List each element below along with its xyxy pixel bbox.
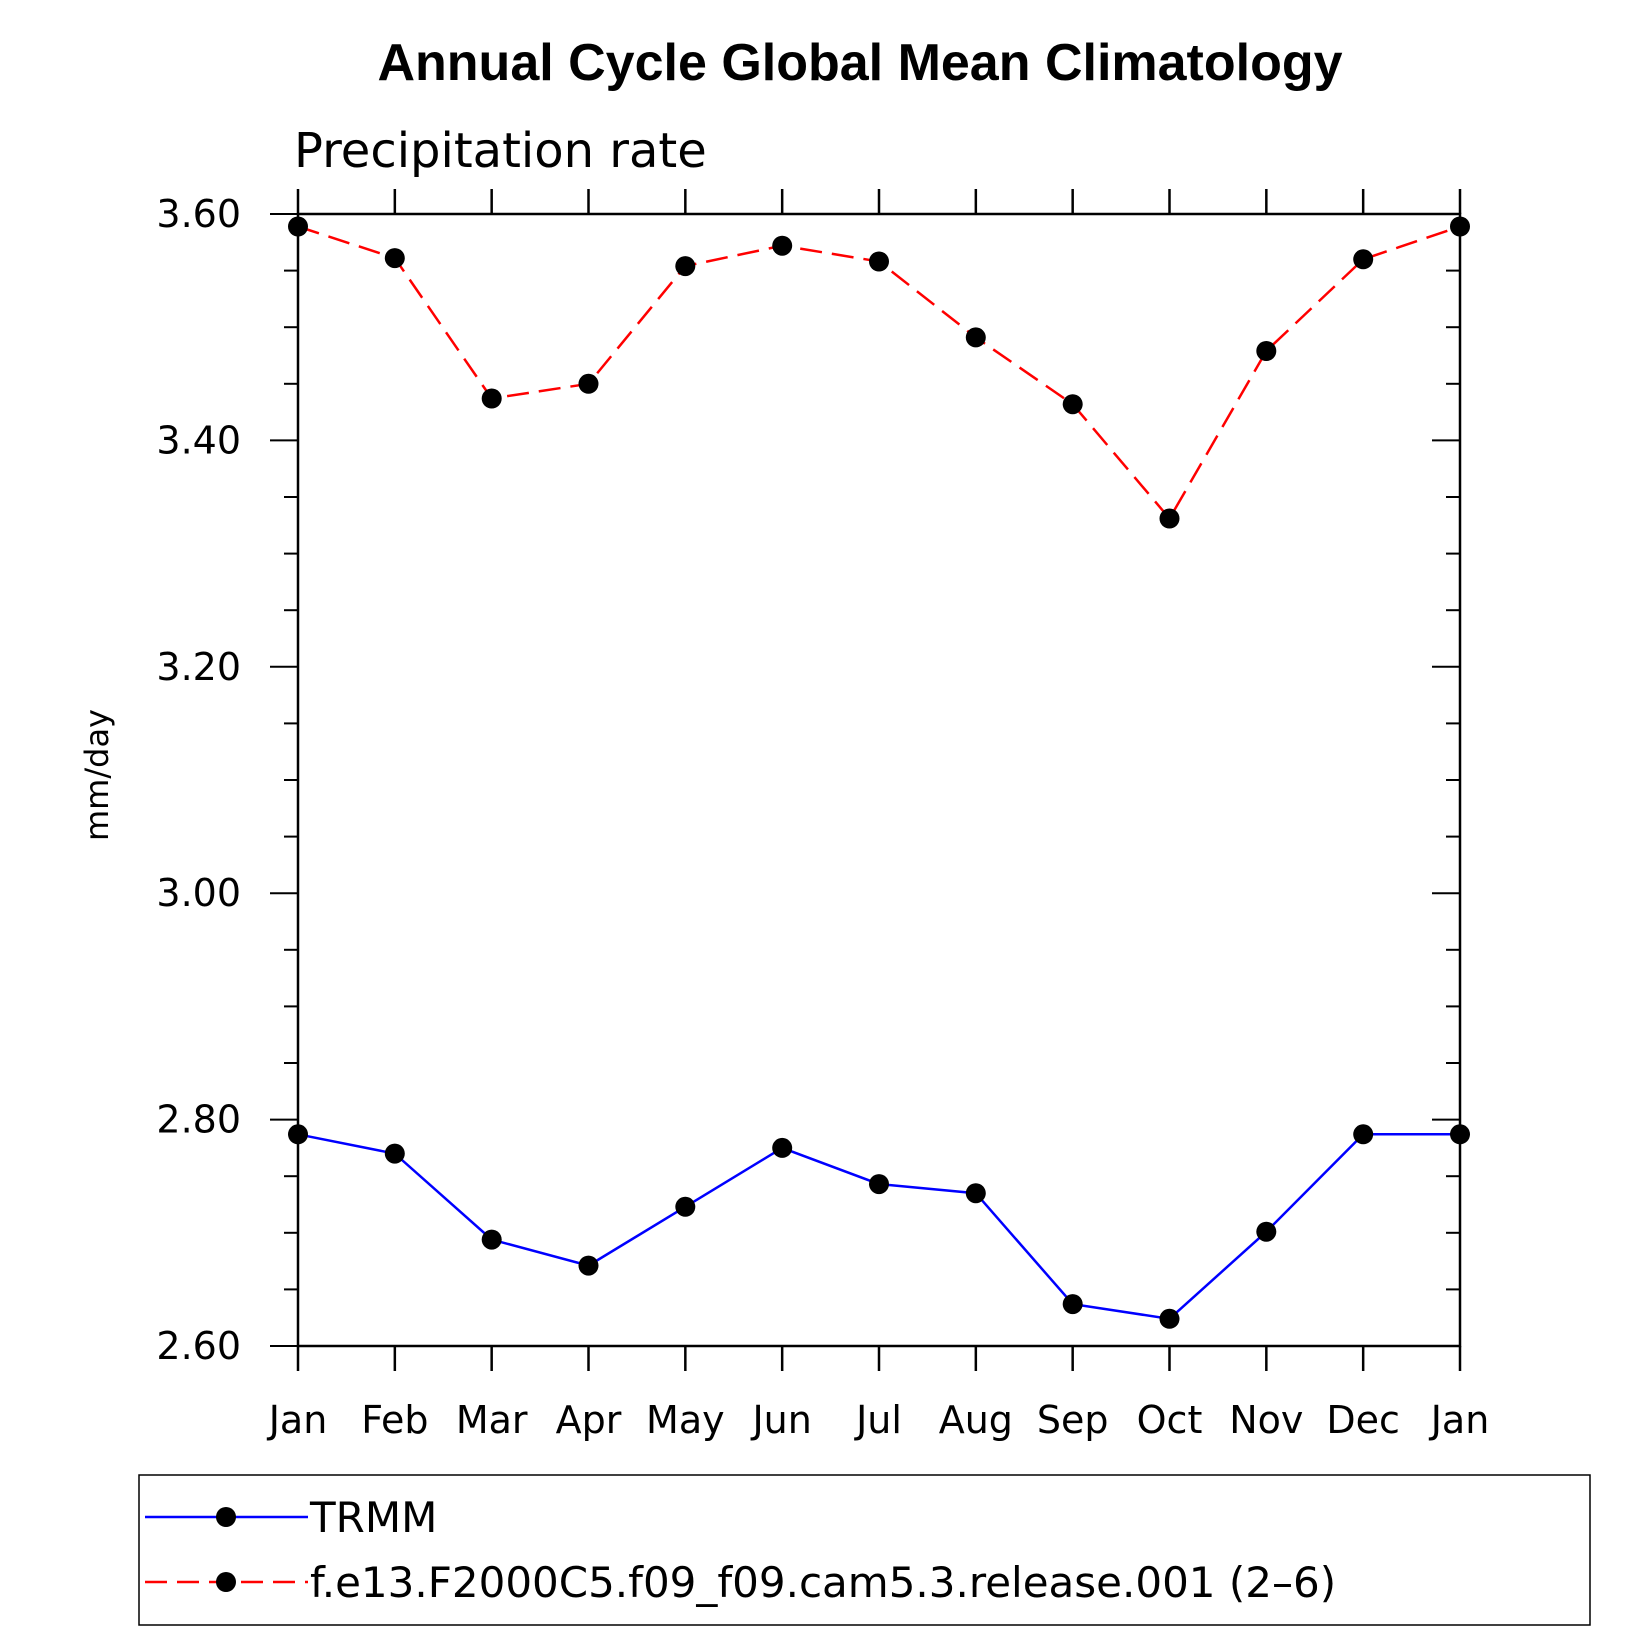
data-point-0 [1159, 1308, 1180, 1329]
legend-swatch-trmm-marker [216, 1507, 236, 1527]
x-tick-label: May [646, 1398, 725, 1442]
chart-subtitle: Precipitation rate [294, 123, 707, 179]
data-point-0 [965, 1183, 986, 1204]
y-tick-label: 2.60 [156, 1324, 241, 1368]
data-point-1 [965, 327, 986, 348]
axis-ticks [270, 189, 1462, 1371]
x-tick-label: Apr [556, 1398, 622, 1442]
data-point-1 [578, 373, 599, 394]
legend-label-trmm: TRMM [309, 1493, 437, 1542]
data-point-0 [772, 1137, 793, 1158]
x-tick-label: Jul [854, 1398, 902, 1442]
data-point-1 [1353, 249, 1374, 270]
y-tick-label: 3.00 [156, 871, 241, 915]
data-point-1 [772, 235, 793, 256]
y-tick-label: 2.80 [156, 1098, 241, 1142]
y-tick-label: 3.60 [156, 192, 241, 236]
x-tick-label: Jan [1429, 1398, 1490, 1442]
data-point-1 [1256, 341, 1277, 361]
legend: TRMM f.e13.F2000C5.f09_f09.cam5.3.releas… [138, 1474, 1591, 1626]
data-point-1 [384, 248, 405, 269]
data-point-0 [869, 1174, 889, 1195]
chart-title: Annual Cycle Global Mean Climatology [377, 34, 1342, 92]
plot-frame [296, 212, 1462, 1348]
data-point-0 [578, 1255, 599, 1276]
x-tick-label: Aug [939, 1398, 1013, 1442]
data-point-1 [1159, 508, 1180, 529]
series-line-0 [297, 1133, 1460, 1321]
x-tick-label: Feb [361, 1398, 428, 1442]
data-point-1 [481, 388, 502, 409]
x-tick-label: Jun [750, 1398, 811, 1442]
x-tick-label: Sep [1037, 1398, 1109, 1442]
data-point-0 [384, 1143, 405, 1164]
data-point-1 [1062, 394, 1083, 415]
x-tick-label: Dec [1326, 1398, 1400, 1442]
data-point-0 [481, 1229, 502, 1250]
y-tick-label: 3.20 [156, 645, 241, 689]
legend-label-model: f.e13.F2000C5.f09_f09.cam5.3.release.001… [310, 1558, 1336, 1607]
y-tick-label: 3.40 [156, 418, 241, 462]
series-layer [288, 216, 1470, 1329]
x-tick-label: Jan [267, 1398, 328, 1442]
data-point-1 [869, 251, 889, 272]
x-tick-labels: Jan Feb Mar Apr May Jun Jul Aug Sep Oct Nov Dec Jan [267, 1398, 1490, 1442]
data-point-1 [675, 256, 696, 277]
data-point-0 [1256, 1221, 1277, 1242]
y-axis-label: mm/day [78, 709, 116, 841]
x-tick-label: Nov [1229, 1398, 1303, 1442]
x-tick-label: Oct [1137, 1398, 1203, 1442]
data-point-0 [675, 1196, 696, 1217]
data-point-0 [1353, 1124, 1374, 1145]
legend-box [138, 1474, 1591, 1626]
data-point-0 [1062, 1294, 1083, 1315]
x-tick-label: Mar [456, 1398, 528, 1442]
y-tick-labels: 2.60 2.80 3.00 3.20 3.40 3.60 [156, 192, 241, 1368]
legend-swatch-model-marker [216, 1572, 236, 1592]
